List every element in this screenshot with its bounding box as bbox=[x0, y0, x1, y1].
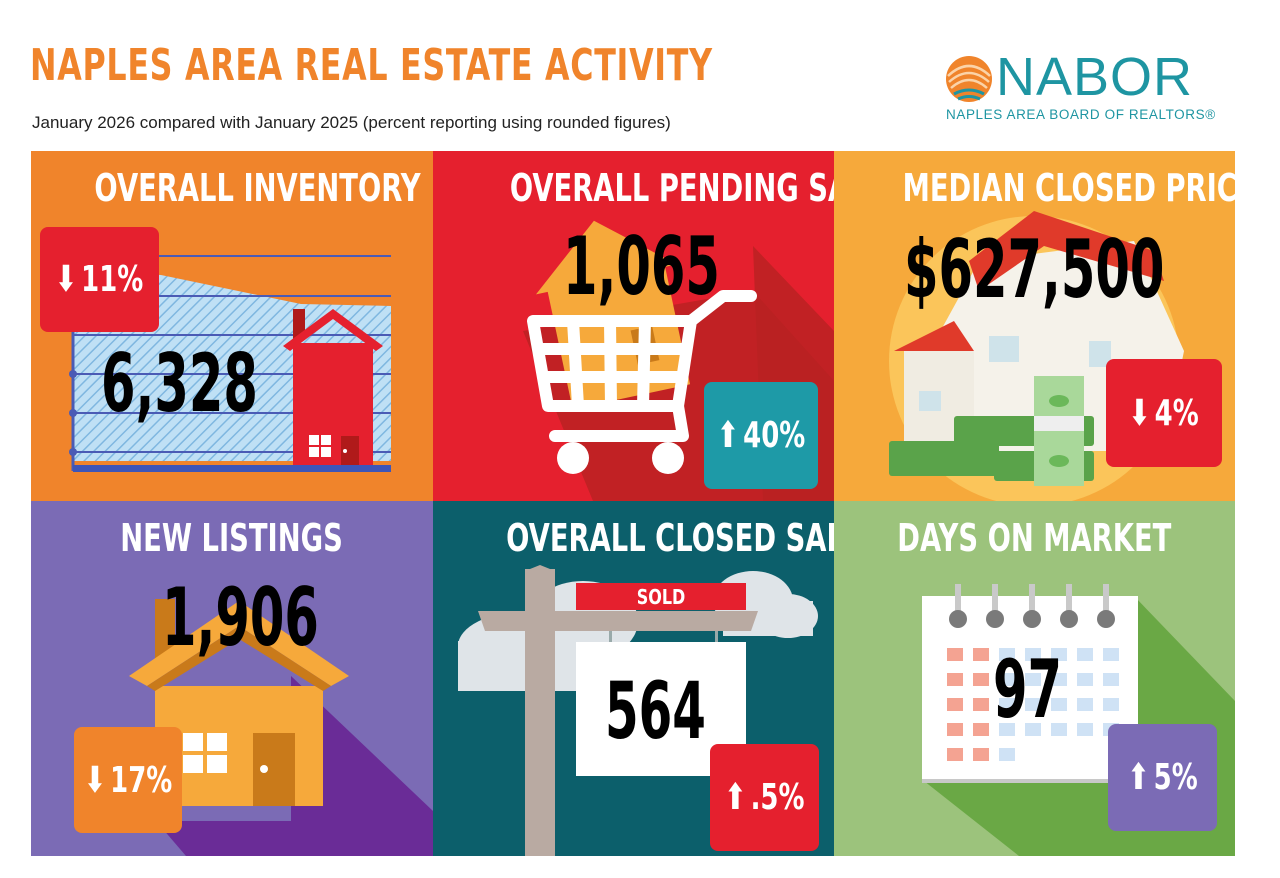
pending-sales-value: 1,065 bbox=[563, 220, 720, 313]
arrow-up-icon: ⬆ bbox=[724, 777, 747, 818]
closed-sales-value: 564 bbox=[605, 667, 706, 757]
tile-overall-pending-sales: OVERALL PENDING SALES 1,065 bbox=[433, 151, 834, 501]
closed-sales-change-badge: ⬆ .5% bbox=[710, 744, 819, 851]
arrow-up-icon: ⬆ bbox=[716, 415, 739, 456]
tile-title: OVERALL CLOSED SALES bbox=[506, 516, 834, 560]
days-on-market-value: 97 bbox=[993, 643, 1063, 736]
tile-title: DAYS ON MARKET bbox=[897, 516, 1172, 560]
shell-logo-icon bbox=[946, 56, 992, 102]
tile-title: MEDIAN CLOSED PRICE bbox=[902, 166, 1235, 210]
sold-sign-label: SOLD bbox=[636, 585, 686, 609]
nabor-logo: NABOR NAPLES AREA BOARD OF REALTORS® bbox=[944, 50, 1224, 130]
pending-sales-change-badge: ⬆ 40% bbox=[704, 382, 818, 489]
tile-title: NEW LISTINGS bbox=[120, 516, 344, 560]
logo-tagline: NAPLES AREA BOARD OF REALTORS® bbox=[946, 107, 1216, 122]
new-listings-value: 1,906 bbox=[162, 571, 319, 664]
new-listings-change-badge: ⬇ 17% bbox=[74, 727, 182, 833]
tile-new-listings: NEW LISTINGS 1,906 ⬇ 17% bbox=[31, 501, 433, 856]
arrow-up-icon: ⬆ bbox=[1127, 757, 1150, 798]
tile-days-on-market: DAYS ON MARKET bbox=[834, 501, 1235, 856]
tile-title: OVERALL INVENTORY bbox=[94, 166, 421, 210]
stats-grid: OVERALL INVENTORY bbox=[31, 151, 1235, 856]
arrow-down-icon: ⬇ bbox=[1128, 392, 1151, 434]
tile-overall-inventory: OVERALL INVENTORY bbox=[31, 151, 433, 501]
tile-median-closed-price: MEDIAN CLOSED PRICE $627,500 ⬇ 4% bbox=[834, 151, 1235, 501]
median-price-value: $627,500 bbox=[904, 223, 1165, 316]
sold-sign-icon bbox=[458, 565, 818, 856]
page-title: NAPLES AREA REAL ESTATE ACTIVITY bbox=[30, 40, 713, 91]
arrow-down-icon: ⬇ bbox=[83, 759, 106, 801]
inventory-change-badge: ⬇ 11% bbox=[40, 227, 159, 332]
arrow-down-icon: ⬇ bbox=[55, 259, 78, 300]
tile-overall-closed-sales: OVERALL CLOSED SALES SOLD 564 ⬆.5% bbox=[433, 501, 834, 856]
median-price-change-badge: ⬇ 4% bbox=[1106, 359, 1222, 467]
days-on-market-change-badge: ⬆ 5% bbox=[1108, 724, 1217, 831]
house-icon bbox=[129, 599, 433, 856]
logo-wordmark: NABOR bbox=[996, 47, 1194, 107]
tile-title: OVERALL PENDING SALES bbox=[509, 166, 834, 210]
inventory-value: 6,328 bbox=[101, 337, 258, 430]
page-subtitle: January 2026 compared with January 2025 … bbox=[32, 113, 671, 132]
